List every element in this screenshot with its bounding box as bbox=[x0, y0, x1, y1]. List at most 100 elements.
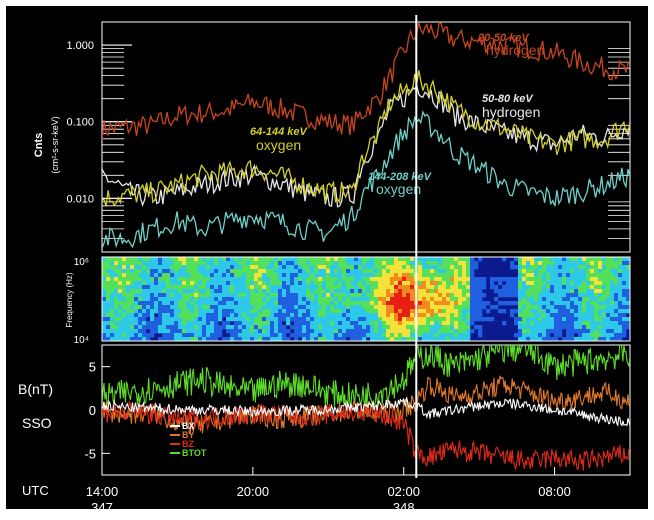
spectrogram-cell bbox=[622, 269, 627, 274]
spectrogram-cell bbox=[246, 285, 251, 290]
spectrogram-cell bbox=[162, 309, 167, 314]
spectrogram-cell bbox=[462, 329, 467, 334]
spectrogram-cell bbox=[158, 297, 163, 302]
spectrogram-cell bbox=[262, 301, 267, 306]
spectrogram-cell bbox=[126, 293, 131, 298]
spectrogram-cell bbox=[266, 297, 271, 302]
spectrogram-cell bbox=[570, 317, 575, 322]
spectrogram-cell bbox=[574, 313, 579, 318]
spectrogram-cell bbox=[610, 293, 615, 298]
spectrogram-cell bbox=[622, 285, 627, 290]
spectrogram-cell bbox=[326, 285, 331, 290]
spectrogram-cell bbox=[462, 325, 467, 330]
spectrogram-cell bbox=[338, 317, 343, 322]
spectrogram-cell bbox=[290, 257, 295, 262]
spectrogram-cell bbox=[602, 313, 607, 318]
spectrogram-cell bbox=[334, 313, 339, 318]
spectrogram-cell bbox=[562, 265, 567, 270]
spectrogram-cell bbox=[270, 289, 275, 294]
spectrogram-cell bbox=[130, 277, 135, 282]
spectrogram-cell bbox=[210, 265, 215, 270]
spectrogram-cell bbox=[150, 293, 155, 298]
spectrogram-cell bbox=[438, 309, 443, 314]
spectrogram-cell bbox=[434, 309, 439, 314]
spectrogram-cell bbox=[342, 313, 347, 318]
spectrogram-cell bbox=[402, 277, 407, 282]
spectrogram-cell bbox=[406, 317, 411, 322]
spectrogram-cell bbox=[422, 333, 427, 338]
spectrogram-cell bbox=[166, 281, 171, 286]
spectrogram-cell bbox=[278, 277, 283, 282]
spectrogram-cell bbox=[126, 297, 131, 302]
spectrogram-cell bbox=[122, 285, 127, 290]
spectrogram-cell bbox=[434, 273, 439, 278]
spectrogram-cell bbox=[130, 309, 135, 314]
spectrogram-cell bbox=[114, 313, 119, 318]
spectrogram-cell bbox=[158, 257, 163, 262]
spectrogram-cell bbox=[138, 269, 143, 274]
spectrogram-cell bbox=[574, 293, 579, 298]
spectrogram-cell bbox=[182, 269, 187, 274]
spectrogram-cell bbox=[438, 269, 443, 274]
spectrogram-cell bbox=[586, 265, 591, 270]
spectrogram-cell bbox=[110, 257, 115, 262]
spectrogram-cell bbox=[582, 273, 587, 278]
spectrogram-cell bbox=[394, 269, 399, 274]
spectrogram-cell bbox=[154, 309, 159, 314]
spectrogram-cell bbox=[342, 333, 347, 338]
spectrogram-cell bbox=[446, 313, 451, 318]
spectrogram-cell bbox=[570, 333, 575, 338]
spectrogram-cell bbox=[538, 321, 543, 326]
spectrogram-cell bbox=[222, 337, 227, 341]
spectrogram-cell bbox=[294, 293, 299, 298]
spectrogram-cell bbox=[262, 269, 267, 274]
spectrogram-cell bbox=[518, 325, 523, 330]
spectrogram-cell bbox=[150, 265, 155, 270]
spectrogram-cell bbox=[490, 305, 495, 310]
spectrogram-cell bbox=[130, 333, 135, 338]
spectrogram-cell bbox=[322, 337, 327, 341]
spectrogram-cell bbox=[426, 313, 431, 318]
spectrogram-cell bbox=[234, 313, 239, 318]
spectrogram-cell bbox=[150, 313, 155, 318]
spectrogram-cell bbox=[446, 261, 451, 266]
spectrogram-cell bbox=[238, 273, 243, 278]
spectrogram-cell bbox=[258, 325, 263, 330]
spectrogram-cell bbox=[130, 261, 135, 266]
spectrogram-cell bbox=[210, 285, 215, 290]
spectrogram-cell bbox=[526, 273, 531, 278]
spectrogram-cell bbox=[378, 313, 383, 318]
spectrogram-cell bbox=[298, 309, 303, 314]
spectrogram-cell bbox=[418, 277, 423, 282]
spectrogram-cell bbox=[218, 261, 223, 266]
spectrogram-cell bbox=[558, 309, 563, 314]
spectrogram-cell bbox=[470, 289, 475, 294]
spectrogram-cell bbox=[142, 317, 147, 322]
spectrogram-cell bbox=[230, 325, 235, 330]
spectrogram-cell bbox=[130, 329, 135, 334]
spectrogram-cell bbox=[150, 333, 155, 338]
spectrogram-cell bbox=[438, 317, 443, 322]
spectrogram-cell bbox=[202, 317, 207, 322]
spectrogram-cell bbox=[250, 269, 255, 274]
spectrogram-cell bbox=[538, 313, 543, 318]
spectrogram-cell bbox=[218, 325, 223, 330]
spectrogram-cell bbox=[550, 313, 555, 318]
spectrogram-cell bbox=[102, 305, 107, 310]
spectrogram-cell bbox=[174, 325, 179, 330]
spectrogram-cell bbox=[198, 333, 203, 338]
spectrogram-cell bbox=[542, 281, 547, 286]
spectrogram-cell bbox=[106, 265, 111, 270]
spectrogram-cell bbox=[210, 261, 215, 266]
spectrogram-cell bbox=[510, 281, 515, 286]
spectrogram-cell bbox=[226, 301, 231, 306]
spectrogram-cell bbox=[214, 321, 219, 326]
spectrogram-cell bbox=[134, 337, 139, 341]
spectrogram-cell bbox=[594, 293, 599, 298]
spectrogram-cell bbox=[454, 273, 459, 278]
spectrogram-cell bbox=[366, 321, 371, 326]
spectrogram-cell bbox=[402, 293, 407, 298]
spectrogram-cell bbox=[306, 297, 311, 302]
spectrogram-cell bbox=[142, 293, 147, 298]
spectrogram-cell bbox=[262, 305, 267, 310]
